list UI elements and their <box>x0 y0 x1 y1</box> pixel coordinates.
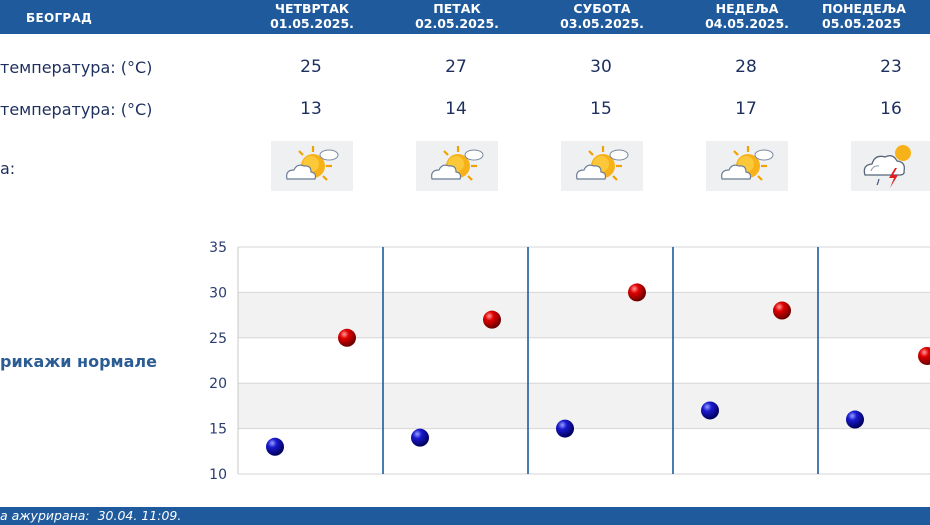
max-temp-day-1: 25 <box>300 57 322 77</box>
min-temp-day-4: 17 <box>735 99 757 119</box>
max-temp-label: температура: (°C) <box>0 58 153 77</box>
y-tick-label: 15 <box>209 422 227 438</box>
min-temp-point <box>846 410 864 429</box>
y-tick-label: 10 <box>209 467 227 483</box>
max-temp-point <box>483 310 501 329</box>
day-date: 05.05.2025 <box>822 16 902 31</box>
forecast-header: БЕОГРАД ЧЕТВРТАК 01.05.2025. ПЕТАК 02.05… <box>0 0 930 34</box>
day-name: СУБОТА <box>573 1 631 16</box>
city-name: БЕОГРАД <box>26 11 93 25</box>
min-temp-point <box>266 437 284 456</box>
max-temp-day-5: 23 <box>880 57 902 77</box>
max-temp-day-3: 30 <box>590 57 612 77</box>
update-footer: а ажурирана: 30.04. 11:09. <box>0 507 930 525</box>
y-tick-label: 35 <box>209 240 227 256</box>
thunderstorm-icon <box>851 141 930 191</box>
min-temp-day-3: 15 <box>590 99 612 119</box>
partly-sunny-icon <box>561 141 643 191</box>
day-header-5: ПОНЕДЕЉА 05.05.2025 <box>822 1 930 31</box>
max-temp-point <box>773 301 791 320</box>
y-tick-label: 30 <box>209 285 227 301</box>
temperature-chart: 10 15 20 25 30 35 <box>209 240 930 483</box>
partly-sunny-icon <box>706 141 788 191</box>
max-temp-point <box>628 283 646 302</box>
day-header-2: ПЕТАК 02.05.2025. <box>392 1 522 31</box>
day-name: ПЕТАК <box>433 1 481 16</box>
show-normals-link[interactable]: рикажи нормале <box>0 352 157 371</box>
max-temp-point <box>338 328 356 347</box>
partly-sunny-icon <box>416 141 498 191</box>
day-name: НЕДЕЉА <box>715 1 779 16</box>
grid-band <box>238 292 930 338</box>
y-tick-label: 20 <box>209 376 227 392</box>
day-name: ПОНЕДЕЉА <box>822 1 906 16</box>
weather-icon-label: а: <box>0 159 16 178</box>
min-temp-point <box>701 401 719 420</box>
day-header-3: СУБОТА 03.05.2025. <box>537 1 667 31</box>
min-temp-point <box>411 428 429 447</box>
y-tick-label: 25 <box>209 331 227 347</box>
min-temp-day-5: 16 <box>880 99 902 119</box>
day-name: ЧЕТВРТАК <box>274 1 350 16</box>
min-temp-label: температура: (°C) <box>0 100 153 119</box>
day-date: 03.05.2025. <box>560 16 644 31</box>
min-temp-day-1: 13 <box>300 99 322 119</box>
min-temp-day-2: 14 <box>445 99 467 119</box>
max-temp-day-4: 28 <box>735 57 757 77</box>
day-header-1: ЧЕТВРТАК 01.05.2025. <box>247 1 377 31</box>
day-date: 02.05.2025. <box>415 16 499 31</box>
grid-band <box>238 383 930 429</box>
max-temp-point <box>918 346 930 365</box>
partly-sunny-icon <box>271 141 353 191</box>
max-temp-day-2: 27 <box>445 57 467 77</box>
update-time: а ажурирана: 30.04. 11:09. <box>0 508 182 523</box>
min-temp-point <box>556 419 574 438</box>
day-date: 01.05.2025. <box>270 16 354 31</box>
day-date: 04.05.2025. <box>705 16 789 31</box>
day-header-4: НЕДЕЉА 04.05.2025. <box>682 1 812 31</box>
